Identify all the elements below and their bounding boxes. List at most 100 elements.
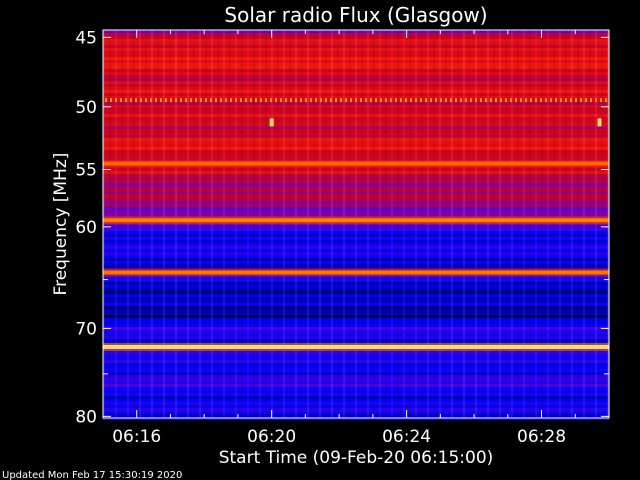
interference-dot xyxy=(325,98,327,103)
interference-dot xyxy=(420,98,422,103)
interference-line xyxy=(103,270,609,275)
spectrogram-row xyxy=(103,294,609,297)
interference-dot xyxy=(155,98,157,103)
spectrogram-row xyxy=(103,369,609,372)
spectrogram-row xyxy=(103,117,609,120)
interference-dot xyxy=(520,98,522,103)
interference-dot xyxy=(530,98,532,103)
interference-dot xyxy=(480,98,482,103)
spectrogram-row xyxy=(103,333,609,336)
spectrogram-row xyxy=(103,42,609,45)
interference-dot xyxy=(240,98,242,103)
interference-dot xyxy=(605,98,607,103)
interference-dot xyxy=(250,98,252,103)
spectrogram-row xyxy=(103,87,609,90)
spectrogram-row xyxy=(103,297,609,300)
burst-mark xyxy=(597,118,602,127)
spectrogram-row xyxy=(103,381,609,384)
spectrogram-row xyxy=(103,315,609,318)
interference-dot xyxy=(125,98,127,103)
spectrogram-row xyxy=(103,48,609,51)
spectrogram-row xyxy=(103,156,609,159)
interference-dot xyxy=(490,98,492,103)
spectrogram-row xyxy=(103,339,609,342)
interference-dot xyxy=(455,98,457,103)
spectrogram-row xyxy=(103,255,609,258)
interference-dot xyxy=(345,98,347,103)
spectrogram-row xyxy=(103,123,609,126)
interference-dot xyxy=(545,98,547,103)
interference-dot xyxy=(110,98,112,103)
spectrogram-row xyxy=(103,129,609,132)
interference-dot xyxy=(245,98,247,103)
x-tick-label: 06:28 xyxy=(517,427,566,447)
spectrogram-row xyxy=(103,126,609,129)
interference-dot xyxy=(445,98,447,103)
spectrogram-row xyxy=(103,279,609,282)
plot-frame xyxy=(102,29,610,419)
spectrogram-row xyxy=(103,336,609,339)
interference-dot xyxy=(180,98,182,103)
spectrogram-row xyxy=(103,111,609,114)
spectrogram-row xyxy=(103,375,609,378)
spectrogram-row xyxy=(103,408,609,411)
spectrogram-row xyxy=(103,138,609,141)
spectrogram-row xyxy=(103,105,609,108)
spectrogram-row xyxy=(103,366,609,369)
interference-dot xyxy=(570,98,572,103)
interference-dot xyxy=(210,98,212,103)
interference-dot xyxy=(270,98,272,103)
spectrogram-row xyxy=(103,249,609,252)
interference-dot xyxy=(595,98,597,103)
spectrogram-row xyxy=(103,384,609,387)
spectrogram-row xyxy=(103,168,609,171)
interference-dot xyxy=(285,98,287,103)
interference-dot xyxy=(575,98,577,103)
spectrogram-row xyxy=(103,231,609,234)
interference-dot xyxy=(395,98,397,103)
spectrogram-row xyxy=(103,306,609,309)
spectrogram-row xyxy=(103,75,609,78)
interference-dot xyxy=(310,98,312,103)
x-tick-label: 06:20 xyxy=(247,427,296,447)
spectrogram-row xyxy=(103,300,609,303)
interference-dot xyxy=(295,98,297,103)
interference-line xyxy=(103,218,609,223)
spectrogram-row xyxy=(103,405,609,408)
spectrogram-row xyxy=(103,234,609,237)
spectrogram-row xyxy=(103,153,609,156)
x-tick-label: 06:24 xyxy=(382,427,431,447)
spectrogram-row xyxy=(103,120,609,123)
spectrogram-row xyxy=(103,33,609,36)
interference-dot xyxy=(560,98,562,103)
interference-dot xyxy=(140,98,142,103)
spectrogram-row xyxy=(103,327,609,330)
spectrogram-row xyxy=(103,93,609,96)
spectrogram-row xyxy=(103,189,609,192)
spectrogram-row xyxy=(103,174,609,177)
interference-dot xyxy=(195,98,197,103)
spectrogram-row xyxy=(103,228,609,231)
spectrogram-row xyxy=(103,192,609,195)
spectrogram-row xyxy=(103,309,609,312)
interference-dot xyxy=(280,98,282,103)
spectrogram-row xyxy=(103,354,609,357)
spectrogram-row xyxy=(103,90,609,93)
burst-mark xyxy=(269,118,274,127)
interference-dot xyxy=(565,98,567,103)
interference-dot xyxy=(320,98,322,103)
spectrogram-row xyxy=(103,150,609,153)
y-tick-label: 45 xyxy=(75,28,97,48)
interference-dot xyxy=(305,98,307,103)
interference-dot xyxy=(350,98,352,103)
interference-dot xyxy=(510,98,512,103)
interference-dot xyxy=(415,98,417,103)
interference-dot xyxy=(465,98,467,103)
interference-dot xyxy=(590,98,592,103)
spectrogram-row xyxy=(103,66,609,69)
spectrogram-row xyxy=(103,147,609,150)
y-tick-label: 60 xyxy=(75,218,97,238)
interference-dot xyxy=(600,98,602,103)
interference-dot xyxy=(365,98,367,103)
interference-dot xyxy=(215,98,217,103)
